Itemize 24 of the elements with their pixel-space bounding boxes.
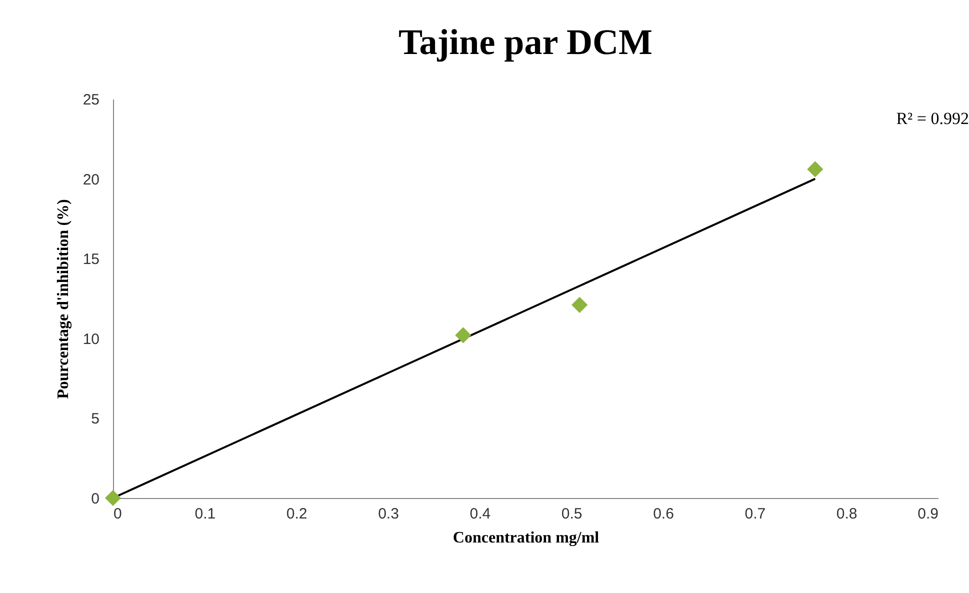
x-tick-label: 0.3 [378,506,399,522]
point [104,490,122,506]
point [807,161,824,178]
x-tick-label: 0 [114,506,122,522]
point [572,296,588,313]
x-tick-label: 0.7 [744,506,766,522]
x-tick-label: 0.8 [836,506,858,522]
x-tick-label: 0.9 [918,506,938,522]
annotation: R² = 0.992 [896,109,969,128]
x-tick-label: 0.2 [286,506,308,522]
y-tick-label: 15 [82,251,100,268]
chart-title: Tajine par DCM [398,22,653,62]
y-tick-label: 20 [82,171,100,188]
y-tick-label: 5 [91,410,100,428]
x-tick-label: 0.4 [470,506,491,522]
y-tick-label: 10 [82,330,100,348]
x-tick-label: 0.5 [561,506,582,522]
y-tick-label: 25 [82,92,100,108]
y-tick-label: 0 [91,490,100,508]
x-axis-title: Concentration mg/ml [452,530,600,546]
point [455,327,472,344]
x-tick-label: 0.1 [194,506,216,522]
x-tick-label: 0.6 [653,506,674,522]
y-axis-title: Pourcentage d'inhibition (%) [54,199,72,399]
